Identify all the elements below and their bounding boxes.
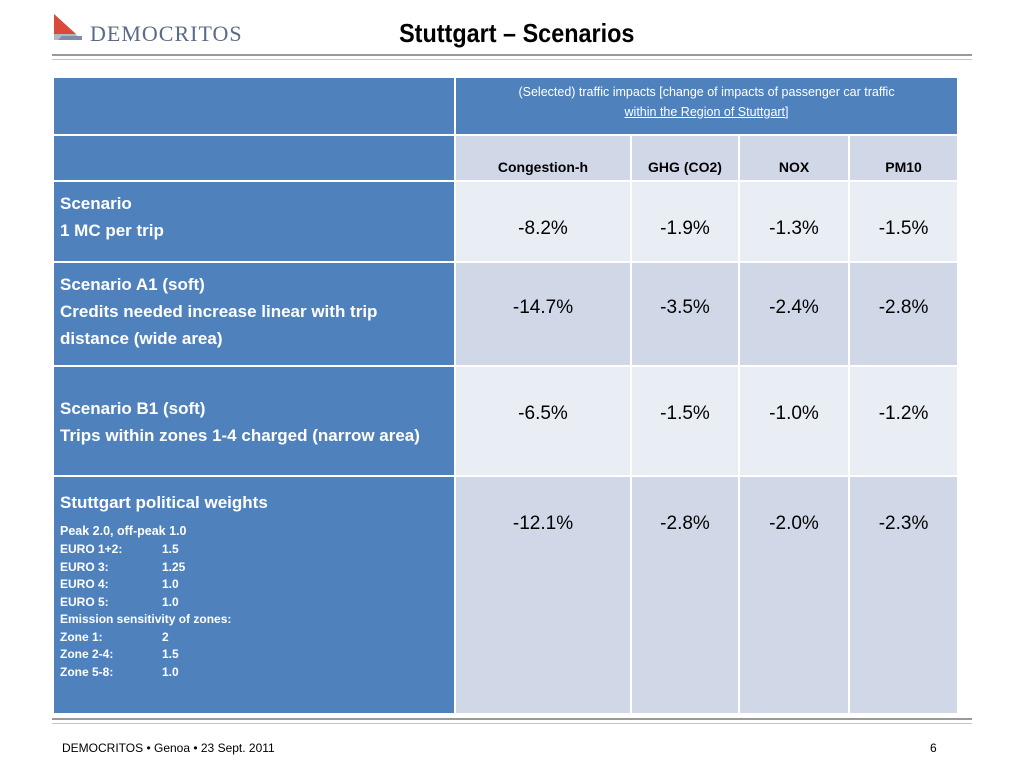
value-cell: -3.5% bbox=[630, 261, 740, 367]
column-header-pm10: PM10 bbox=[847, 134, 960, 182]
weights-zone: Zone 5-8: 1.0 bbox=[60, 664, 179, 679]
value-cell: -6.5% bbox=[454, 365, 632, 477]
impacts-title-cell: (Selected) traffic impacts [change of im… bbox=[453, 76, 960, 136]
value-cell: -12.1% bbox=[454, 475, 632, 715]
value-cell: -2.8% bbox=[630, 475, 740, 715]
weights-item: EURO 3: 1.25 bbox=[60, 559, 186, 574]
value-cell: -14.7% bbox=[454, 261, 632, 367]
table-row: Scenario B1 (soft) Trips within zones 1-… bbox=[52, 365, 960, 477]
democritos-logo: DEMOCRITOS bbox=[52, 10, 282, 46]
value-cell: -2.0% bbox=[738, 475, 850, 715]
table-row: Scenario 1 MC per trip -8.2% -1.9% -1.3%… bbox=[52, 180, 960, 263]
row-label-scenario-a1: Scenario A1 (soft) Credits needed increa… bbox=[52, 261, 456, 367]
value-cell: -2.3% bbox=[847, 475, 960, 715]
page-title: Stuttgart – Scenarios bbox=[399, 18, 635, 48]
footer-divider-thin bbox=[52, 723, 972, 724]
value-cell: -1.5% bbox=[630, 365, 740, 477]
column-header-nox: NOX bbox=[738, 134, 850, 182]
row-label-political-weights: Stuttgart political weights Peak 2.0, of… bbox=[52, 475, 456, 715]
header-divider bbox=[52, 54, 972, 56]
value-cell: -1.0% bbox=[738, 365, 850, 477]
value-cell: -2.8% bbox=[847, 261, 960, 367]
table-row: Stuttgart political weights Peak 2.0, of… bbox=[52, 475, 960, 715]
scenario-table: (Selected) traffic impacts [change of im… bbox=[52, 76, 960, 715]
table-header-row: (Selected) traffic impacts [change of im… bbox=[52, 76, 960, 136]
columns-corner-cell bbox=[52, 134, 456, 182]
page-number: 6 bbox=[930, 741, 937, 755]
table-columns-row: Congestion-h GHG (CO2) NOX PM10 bbox=[52, 134, 960, 182]
logo-text: DEMOCRITOS bbox=[90, 21, 243, 46]
row-label-scenario: Scenario 1 MC per trip bbox=[52, 180, 456, 263]
value-cell: -1.5% bbox=[847, 180, 960, 263]
weights-item: EURO 4: 1.0 bbox=[60, 577, 179, 591]
value-cell: -1.2% bbox=[847, 365, 960, 477]
weights-sensitivity: Emission sensitivity of zones: bbox=[60, 612, 232, 626]
weights-item: EURO 5: 1.0 bbox=[60, 594, 179, 609]
row-label-scenario-b1: Scenario B1 (soft) Trips within zones 1-… bbox=[52, 365, 456, 477]
column-header-congestion: Congestion-h bbox=[454, 134, 632, 182]
impacts-title-close: ] bbox=[785, 105, 789, 119]
value-cell: -1.9% bbox=[630, 180, 740, 263]
weights-peak: Peak 2.0, off-peak 1.0 bbox=[60, 524, 187, 538]
column-header-ghg: GHG (CO2) bbox=[630, 134, 740, 182]
logo-mark-icon bbox=[54, 14, 82, 40]
header-divider-thin bbox=[52, 59, 972, 60]
value-cell: -1.3% bbox=[738, 180, 850, 263]
table-row: Scenario A1 (soft) Credits needed increa… bbox=[52, 261, 960, 367]
weights-zone: Zone 2-4: 1.5 bbox=[60, 647, 179, 661]
footer-divider bbox=[52, 718, 972, 720]
value-cell: -8.2% bbox=[454, 180, 632, 263]
weights-item: EURO 1+2: 1.5 bbox=[60, 542, 179, 556]
header-corner-cell bbox=[52, 76, 456, 136]
impacts-title-line1: (Selected) traffic impacts [change of im… bbox=[518, 85, 895, 99]
footer-text: DEMOCRITOS • Genoa • 23 Sept. 2011 bbox=[62, 741, 275, 755]
impacts-title-line2: within the Region of Stuttgart bbox=[624, 105, 786, 119]
value-cell: -2.4% bbox=[738, 261, 850, 367]
weights-zone: Zone 1: 2 bbox=[60, 629, 169, 644]
